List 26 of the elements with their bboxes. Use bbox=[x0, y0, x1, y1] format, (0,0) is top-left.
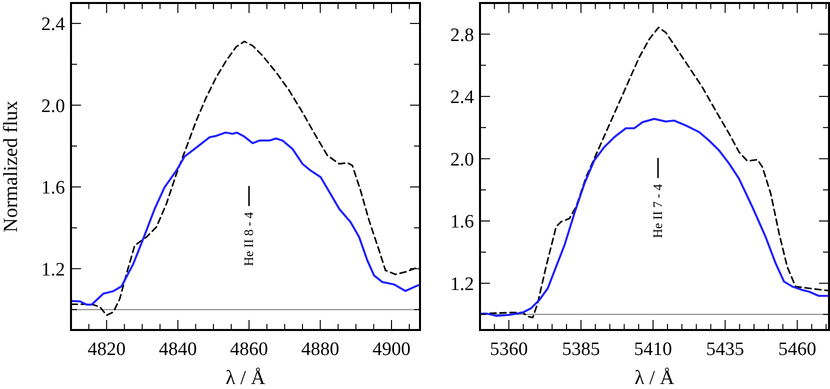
x-tick-label: 4860 bbox=[230, 339, 268, 360]
x-tick-label: 4880 bbox=[301, 339, 340, 360]
line-series bbox=[71, 132, 420, 306]
x-axis-title: λ / Å bbox=[226, 367, 266, 389]
x-axis-title: λ / Å bbox=[634, 367, 675, 389]
y-axis-title: Normalized flux bbox=[0, 100, 22, 232]
y-tick-label: 2.0 bbox=[41, 96, 65, 117]
annotation: He II 8 - 4 bbox=[240, 212, 256, 266]
x-tick-label: 4900 bbox=[372, 339, 411, 360]
y-tick-label: 1.6 bbox=[450, 212, 474, 233]
y-tick-label: 2.8 bbox=[450, 24, 474, 46]
x-tick-label: 5460 bbox=[778, 339, 816, 360]
x-tick-label: 5385 bbox=[562, 339, 600, 360]
x-tick-label: 5360 bbox=[490, 339, 528, 360]
y-tick-label: 1.2 bbox=[450, 274, 474, 295]
line-series bbox=[480, 118, 829, 317]
annotation: He II 7 - 4 bbox=[650, 184, 665, 238]
x-tick-label: 4820 bbox=[88, 339, 126, 360]
y-tick-label: 2.4 bbox=[41, 14, 66, 36]
x-tick-label: 5410 bbox=[634, 339, 672, 360]
y-tick-label: 2.4 bbox=[450, 87, 474, 108]
y-tick-label: 1.2 bbox=[41, 259, 65, 280]
y-tick-label: 2.0 bbox=[450, 149, 474, 170]
x-tick-label: 4840 bbox=[158, 339, 197, 360]
x-tick-label: 5435 bbox=[706, 339, 744, 360]
y-tick-label: 1.6 bbox=[41, 178, 65, 199]
